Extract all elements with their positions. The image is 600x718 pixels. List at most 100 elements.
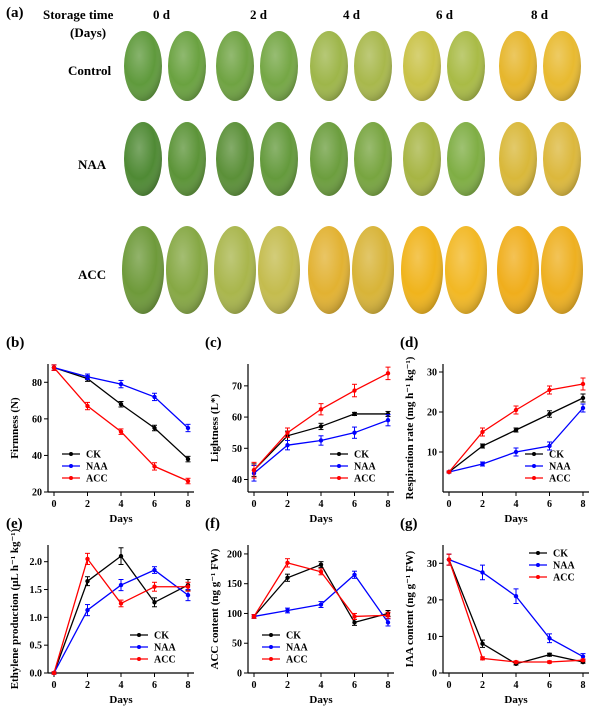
x-tick-label: 0 <box>252 499 257 510</box>
data-point-acc <box>152 584 157 589</box>
papaya-fruit <box>403 31 441 101</box>
legend-marker <box>532 452 536 456</box>
y-tick-label: 40 <box>232 475 242 486</box>
x-tick-label: 6 <box>152 499 157 510</box>
legend-label-ck: CK <box>286 631 301 642</box>
legend-label-ck: CK <box>553 549 568 560</box>
data-point-naa <box>185 592 191 598</box>
data-point-acc <box>251 467 257 473</box>
legend-marker <box>137 657 141 661</box>
series-line-naa <box>53 367 189 429</box>
papaya-fruit <box>308 226 350 314</box>
y-axis-title: IAA content (ng g⁻¹ FW) <box>404 550 416 667</box>
chart-panel-g: (g) 0 2 4 6 8 0 10 20 30 Days IAA content (ng g⁻¹ F… <box>400 516 589 706</box>
data-point-acc <box>118 429 124 434</box>
legend-marker <box>536 575 540 579</box>
x-tick-label: 4 <box>319 680 324 691</box>
data-point-naa <box>580 654 586 659</box>
data-point-acc <box>580 381 586 387</box>
papaya-fruit <box>216 31 254 101</box>
y-tick-label: 10 <box>427 632 437 643</box>
panel-label: (e) <box>6 516 23 532</box>
x-tick-label: 2 <box>85 680 90 691</box>
data-point-naa <box>285 608 290 613</box>
x-tick-label: 8 <box>386 680 391 691</box>
data-point-naa <box>513 449 519 455</box>
papaya-fruit <box>497 226 539 314</box>
papaya-fruit <box>216 122 254 196</box>
legend-marker <box>532 464 536 468</box>
legend-marker <box>337 452 341 456</box>
data-point-acc <box>580 658 586 663</box>
chart-panel-d: (d) 0 2 4 6 8 10 20 30 Days Respiration rate (mg h… <box>400 335 589 525</box>
data-point-ck <box>480 443 485 449</box>
papaya-fruit <box>260 122 298 196</box>
day-label-4: 8 d <box>531 7 548 22</box>
y-tick-label: 100 <box>227 609 242 620</box>
legend-label-acc: ACC <box>154 655 176 666</box>
data-point-naa <box>152 567 157 573</box>
data-point-acc <box>152 464 157 469</box>
legend-marker <box>137 633 141 637</box>
data-point-acc <box>385 371 391 376</box>
data-point-naa <box>285 442 290 448</box>
x-tick-label: 0 <box>52 680 57 691</box>
x-tick-label: 4 <box>119 680 124 691</box>
y-axis-title: Respiration rate (mg h⁻¹ kg⁻¹) <box>404 356 416 499</box>
legend-marker <box>536 551 540 555</box>
day-label-2: 4 d <box>343 7 360 22</box>
data-point-ck <box>580 395 586 401</box>
x-tick-label: 2 <box>85 499 90 510</box>
row-label-control: Control <box>68 63 112 78</box>
papaya-fruit <box>541 226 583 314</box>
y-tick-label: 20 <box>427 408 437 419</box>
data-point-acc <box>385 613 391 618</box>
data-point-naa <box>547 636 552 641</box>
day-label-0: 0 d <box>153 7 170 22</box>
x-tick-label: 6 <box>547 680 552 691</box>
panel-label: (g) <box>400 516 418 532</box>
x-tick-label: 0 <box>447 499 452 510</box>
data-point-ck <box>318 424 324 429</box>
data-point-naa <box>352 430 357 435</box>
papaya-fruit <box>543 122 581 196</box>
panel-a-label: (a) <box>6 5 24 21</box>
y-tick-label: 50 <box>232 444 242 455</box>
data-point-ck <box>152 425 157 431</box>
data-point-ck <box>85 578 90 584</box>
x-tick-label: 6 <box>352 680 357 691</box>
data-point-acc <box>51 365 57 370</box>
storage-time-unit: (Days) <box>70 25 107 40</box>
legend-marker <box>137 645 141 649</box>
data-point-naa <box>85 607 90 613</box>
storage-time-title: Storage time <box>43 7 114 22</box>
data-point-naa <box>513 594 519 599</box>
data-point-acc <box>51 670 57 676</box>
x-tick-label: 4 <box>119 499 124 510</box>
y-tick-label: 1.0 <box>30 613 43 624</box>
data-point-naa <box>480 461 485 467</box>
y-tick-label: 60 <box>32 414 42 425</box>
legend-marker <box>69 476 73 480</box>
data-point-ck <box>547 411 552 417</box>
papaya-fruit <box>445 226 487 314</box>
data-point-ck <box>318 562 324 567</box>
legend-label-ck: CK <box>154 631 169 642</box>
data-point-naa <box>318 602 324 607</box>
papaya-fruit <box>354 31 392 101</box>
legend-label-naa: NAA <box>549 462 571 473</box>
x-tick-label: 8 <box>186 499 191 510</box>
y-tick-label: 0.0 <box>30 669 43 680</box>
legend-marker <box>536 563 540 567</box>
y-tick-label: 1.5 <box>30 585 43 596</box>
chart-panel-e: (e) 0 2 4 6 8 0.0 0.5 1.0 1.5 2.0 Days Ethylene prod… <box>6 516 194 706</box>
y-tick-label: 200 <box>227 549 242 560</box>
papaya-fruit <box>310 122 348 196</box>
data-point-ck <box>152 600 157 605</box>
data-point-ck <box>480 641 485 646</box>
data-point-ck <box>547 652 552 657</box>
